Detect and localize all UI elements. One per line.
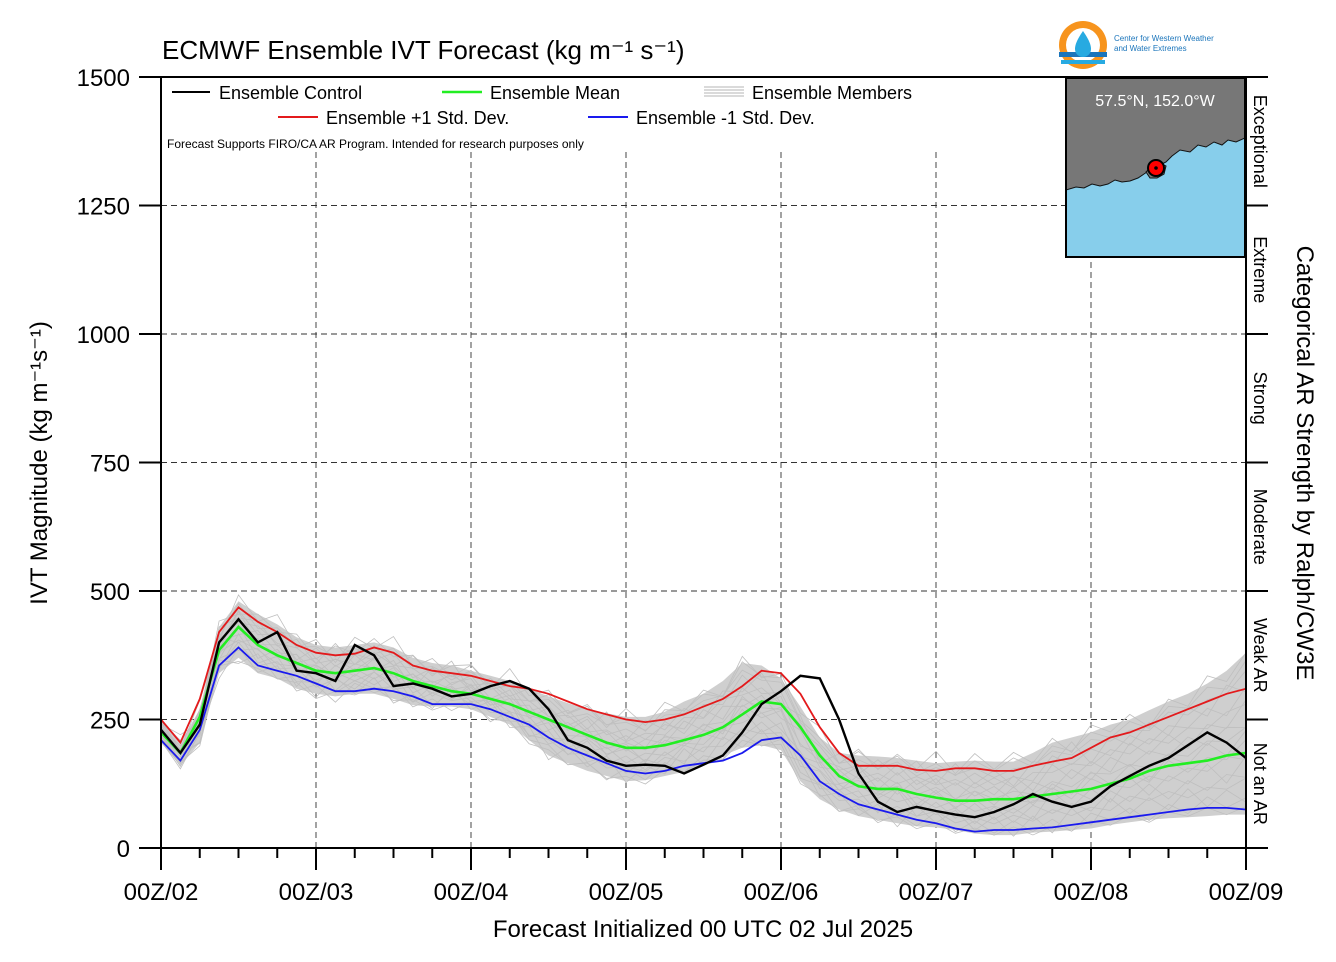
- legend-label-minus-std: Ensemble -1 Std. Dev.: [636, 108, 815, 128]
- ensemble-members: [161, 594, 1246, 837]
- cw3e-logo: Center for Western Weather and Water Ext…: [1059, 21, 1214, 69]
- plus-std-line: [161, 606, 1246, 772]
- logo-wave-icon-2: [1061, 60, 1105, 64]
- legend-label-members: Ensemble Members: [752, 83, 912, 103]
- legend-label-plus-std: Ensemble +1 Std. Dev.: [326, 108, 509, 128]
- map-frame: [1065, 77, 1246, 258]
- y-tick-label: 250: [90, 708, 130, 735]
- x-tick-label: 00Z/05: [589, 879, 664, 906]
- legend-swatch-members: [704, 86, 744, 97]
- ensemble-mean-line: [161, 625, 1246, 802]
- ensemble-member-line: [161, 660, 1246, 836]
- ensemble-member-line: [161, 648, 1246, 825]
- chart-title: ECMWF Ensemble IVT Forecast (kg m⁻¹ s⁻¹): [162, 35, 684, 65]
- x-axis-label: Forecast Initialized 00 UTC 02 Jul 2025: [493, 916, 913, 943]
- x-axis: 00Z/02 00Z/03 00Z/04 00Z/05 00Z/06 00Z/07 00Z/…: [124, 848, 1284, 906]
- y-tick-label: 1250: [77, 194, 130, 221]
- category-label: Moderate: [1250, 489, 1270, 565]
- y-tick-label: 500: [90, 579, 130, 606]
- legend-label-control: Ensemble Control: [219, 83, 362, 103]
- ensemble-member-line: [161, 609, 1246, 786]
- y-axis: 0 250 500 750 1000 1250 1500: [77, 65, 161, 863]
- logo-text-line-1: Center for Western Weather: [1114, 34, 1214, 43]
- category-axis: Not an AR Weak AR Moderate Strong Extreme Exc…: [1246, 76, 1270, 849]
- map-coordinates-label: 57.5°N, 152.0°W: [1095, 93, 1215, 110]
- y-tick-label: 750: [90, 451, 130, 478]
- x-tick-label: 00Z/02: [124, 879, 199, 906]
- legend-label-mean: Ensemble Mean: [490, 83, 620, 103]
- category-label: Strong: [1250, 372, 1270, 425]
- x-tick-label: 00Z/08: [1054, 879, 1129, 906]
- x-tick-label: 00Z/03: [279, 879, 354, 906]
- x-tick-label: 00Z/09: [1209, 879, 1284, 906]
- ensemble-member-line: [161, 613, 1246, 777]
- inset-map: 57.5°N, 152.0°W: [1065, 77, 1246, 258]
- y-tick-label: 1000: [77, 322, 130, 349]
- x-tick-label: 00Z/07: [899, 879, 974, 906]
- ensemble-control-line: [161, 617, 1246, 819]
- y-tick-label: 1500: [77, 65, 130, 92]
- y-axis-label: IVT Magnitude (kg m⁻¹s⁻¹): [26, 321, 53, 605]
- y-tick-label: 0: [117, 836, 130, 863]
- disclaimer-text: Forecast Supports FIRO/CA AR Program. In…: [167, 137, 584, 151]
- logo-drop-icon: [1075, 31, 1091, 57]
- x-tick-label: 00Z/04: [434, 879, 509, 906]
- category-label: Extreme: [1250, 236, 1270, 303]
- logo-text-line-2: and Water Extremes: [1114, 44, 1187, 53]
- location-marker-dot: [1154, 166, 1158, 170]
- legend: Ensemble Control Ensemble Mean Ensemble …: [167, 83, 912, 151]
- grid-lines: [161, 152, 1246, 848]
- category-label: Not an AR: [1250, 743, 1270, 825]
- ensemble-member-line: [161, 646, 1246, 834]
- minus-std-line: [161, 646, 1246, 833]
- right-axis-label: Categorical AR Strength by Ralph/CW3E: [1291, 246, 1318, 681]
- category-label: Weak AR: [1250, 618, 1270, 693]
- ensemble-member-line: [161, 641, 1246, 825]
- x-tick-label: 00Z/06: [744, 879, 819, 906]
- category-label: Exceptional: [1250, 95, 1270, 188]
